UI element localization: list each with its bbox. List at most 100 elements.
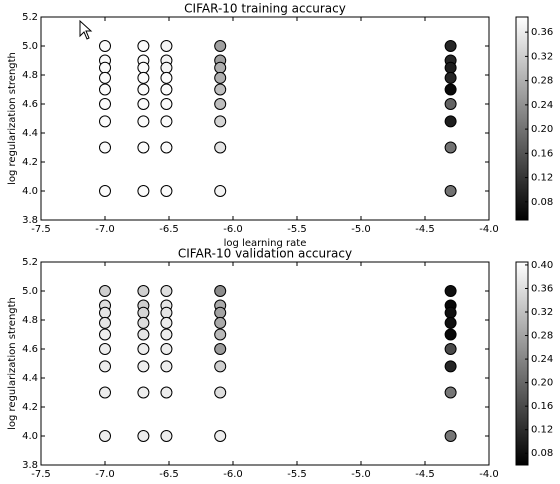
scatter-point (444, 285, 457, 297)
y-tick-label: 4.6 (22, 344, 38, 355)
colorbar-tick-label: 0.40 (531, 260, 553, 271)
scatter-point (160, 71, 173, 84)
scatter-point (137, 430, 150, 442)
chart-title: CIFAR-10 validation accuracy (178, 247, 352, 261)
colorbar-tick-label: 0.16 (531, 401, 553, 412)
scatter-point (137, 316, 150, 329)
x-tick-label: -5.0 (351, 469, 371, 480)
scatter-point (99, 83, 111, 96)
y-tick-label: 5.0 (22, 41, 38, 52)
x-tick-label: -4.0 (479, 469, 499, 480)
scatter-point (444, 430, 457, 442)
scatter-point (444, 61, 457, 74)
x-axis-label: log learning rate (224, 238, 307, 249)
scatter-point (160, 98, 173, 110)
scatter-point (214, 343, 227, 355)
y-tick-label: 3.8 (22, 215, 38, 226)
x-tick-label: -7.5 (31, 469, 51, 480)
scatter-point (214, 61, 227, 74)
scatter-point (160, 328, 173, 341)
scatter-point (160, 40, 173, 52)
x-tick-label: -5.0 (351, 224, 371, 235)
colorbar-tick-label: 0.32 (531, 51, 553, 62)
scatter-point (444, 316, 457, 329)
scatter-point (444, 71, 457, 84)
scatter-point (99, 185, 111, 197)
scatter-point (214, 98, 227, 110)
y-tick-label: 5.0 (22, 286, 38, 297)
scatter-point (137, 98, 150, 110)
scatter-point (214, 141, 227, 154)
scatter-point (160, 61, 173, 74)
scatter-point (214, 115, 227, 128)
colorbar-tick-label: 0.20 (531, 378, 553, 389)
scatter-point (137, 328, 150, 341)
chart-title: CIFAR-10 training accuracy (184, 2, 346, 16)
scatter-point (99, 386, 111, 399)
scatter-point (444, 343, 457, 355)
y-axis-label: log regularization strength (7, 297, 18, 430)
scatter-point (214, 386, 227, 399)
scatter-point (160, 343, 173, 355)
x-tick-label: -4.5 (415, 469, 435, 480)
plot-frame (40, 261, 490, 466)
scatter-point (214, 316, 227, 329)
x-tick-label: -5.5 (287, 469, 307, 480)
scatter-point (214, 430, 227, 442)
x-tick-label: -7.5 (31, 224, 51, 235)
scatter-point (99, 316, 111, 329)
scatter-point (99, 115, 111, 128)
scatter-point (137, 40, 150, 52)
y-tick-label: 4.0 (22, 186, 38, 197)
colorbar-tick-label: 0.28 (531, 331, 553, 342)
scatter-point (444, 141, 457, 154)
mouse-cursor (79, 19, 93, 40)
x-tick-label: -6.5 (159, 469, 179, 480)
scatter-point (99, 360, 111, 373)
x-tick-label: -6.5 (159, 224, 179, 235)
scatter-point (214, 40, 227, 52)
y-tick-label: 3.8 (22, 460, 38, 471)
scatter-point (137, 61, 150, 74)
x-tick-label: -6.0 (223, 224, 243, 235)
colorbar-tick-label: 0.16 (531, 148, 553, 159)
scatter-point (214, 328, 227, 341)
scatter-point (99, 430, 111, 442)
x-tick-label: -4.0 (479, 224, 499, 235)
scatter-point (444, 185, 457, 197)
plot-frame (40, 16, 490, 221)
scatter-point (444, 83, 457, 96)
colorbar-tick-label: 0.08 (531, 197, 553, 208)
scatter-point (137, 83, 150, 96)
scatter-point (99, 61, 111, 74)
y-tick-label: 4.8 (22, 315, 38, 326)
scatter-point (160, 185, 173, 197)
scatter-point (137, 360, 150, 373)
scatter-point (137, 343, 150, 355)
scatter-point (160, 285, 173, 297)
colorbar-tick-label: 0.12 (531, 425, 553, 436)
scatter-point (99, 98, 111, 110)
scatter-point (444, 306, 457, 319)
colorbar-tick-label: 0.24 (531, 100, 553, 111)
scatter-point (214, 306, 227, 319)
y-tick-label: 4.2 (22, 157, 38, 168)
scatter-point (137, 386, 150, 399)
scatter-point (160, 430, 173, 442)
y-axis-label: log regularization strength (7, 52, 18, 185)
y-tick-label: 4.2 (22, 402, 38, 413)
scatter-point (160, 115, 173, 128)
scatter-point (137, 141, 150, 154)
colorbar-tick-label: 0.08 (531, 448, 553, 459)
y-tick-label: 5.2 (22, 257, 38, 268)
scatter-point (444, 115, 457, 128)
scatter-point (99, 306, 111, 319)
scatter-point (444, 386, 457, 399)
colorbar-tick-label: 0.24 (531, 354, 553, 365)
y-tick-label: 4.4 (22, 373, 38, 384)
colorbar-tick-label: 0.36 (531, 283, 553, 294)
y-tick-label: 5.2 (22, 12, 38, 23)
scatter-point (444, 360, 457, 373)
colorbar (515, 261, 529, 466)
